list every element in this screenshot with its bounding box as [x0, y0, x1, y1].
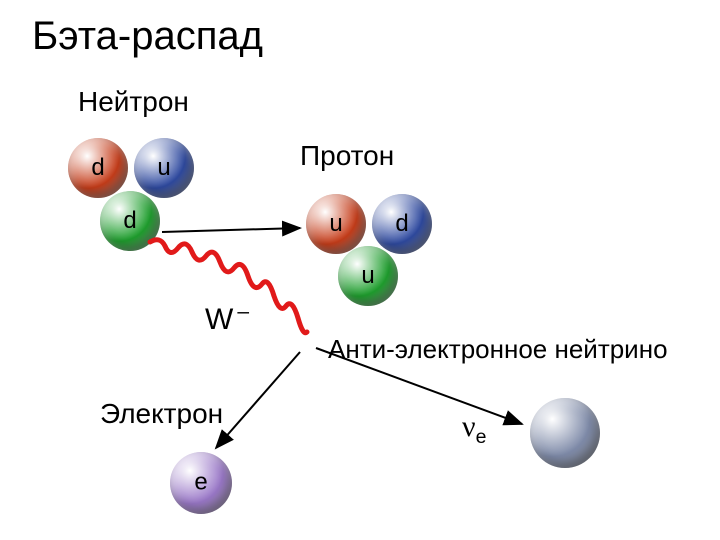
beta-decay-diagram: Бэта-распад Нейтрон Протон Электрон Анти… — [0, 0, 720, 540]
antineutrino-label: Анти-электронное нейтрино — [328, 334, 668, 365]
quark-p-u1: u — [306, 194, 366, 254]
w-boson-sup: – — [237, 300, 249, 323]
electron-letter: e — [194, 468, 207, 496]
w-boson-label: W– — [205, 300, 249, 337]
proton-label: Протон — [300, 140, 394, 172]
nu-base: ν — [462, 410, 476, 443]
quark-p-u2: u — [338, 246, 398, 306]
arrow-to-electron — [216, 352, 300, 448]
w-boson-letter: W — [205, 303, 233, 336]
quark-n-d1: d — [68, 138, 128, 198]
electron-label: Электрон — [100, 398, 223, 430]
neutrino-particle — [530, 398, 600, 468]
quark-n-d2: d — [100, 191, 160, 251]
arrow-to-proton — [162, 228, 300, 232]
neutron-label: Нейтрон — [78, 86, 189, 118]
quark-p-d1: d — [372, 194, 432, 254]
page-title: Бэта-распад — [32, 14, 263, 59]
nu-sub: e — [476, 426, 487, 448]
electron-particle: e — [170, 452, 232, 514]
neutrino-symbol: νe — [462, 410, 486, 449]
quark-n-u1: u — [134, 138, 194, 198]
